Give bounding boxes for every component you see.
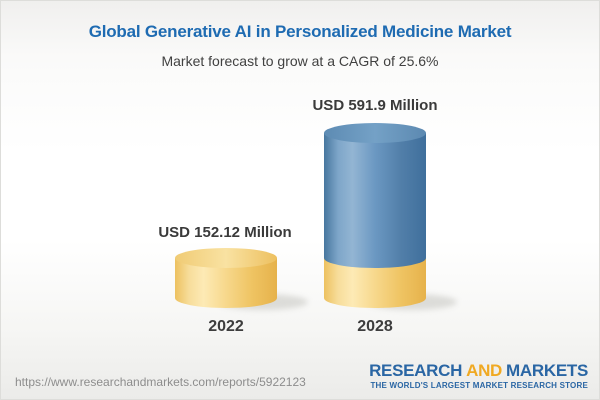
category-label-2022: 2022 [208,318,244,335]
logo-word-markets: MARKETS [506,361,588,380]
logo-word-and: AND [466,361,503,380]
bar-2028-cylinder [324,123,426,308]
logo-tagline: THE WORLD'S LARGEST MARKET RESEARCH STOR… [370,381,588,390]
page-title: Global Generative AI in Personalized Med… [88,22,512,41]
report-url: https://www.researchandmarkets.com/repor… [15,375,306,389]
research-and-markets-logo: RESEARCH AND MARKETS THE WORLD'S LARGEST M… [369,362,588,391]
logo-word-research: RESEARCH [369,361,463,380]
bar-2022-cylinder [175,248,277,308]
page-subtitle: Market forecast to grow at a CAGR of 25.… [161,53,439,69]
category-label-2028: 2028 [357,318,393,335]
value-label-2022: USD 152.12 Million [158,224,292,241]
logo-wordmark: RESEARCH AND MARKETS [369,362,588,380]
value-label-2028: USD 591.9 Million [312,97,438,114]
